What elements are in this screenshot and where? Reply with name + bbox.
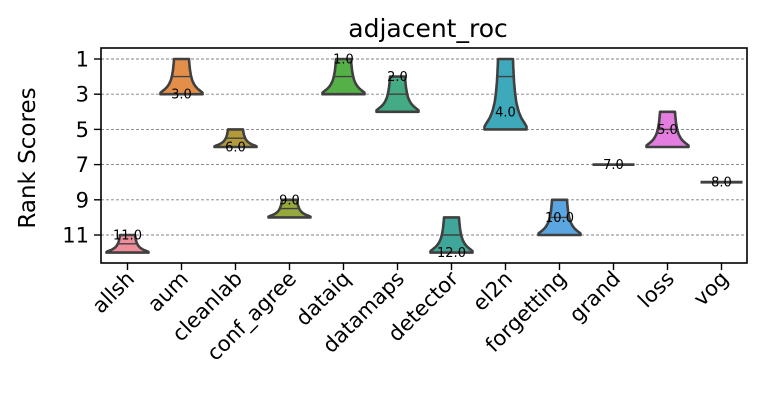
x-tick-label: grand <box>565 267 625 327</box>
chart-title: adjacent_roc <box>348 14 508 43</box>
x-tick-label: loss <box>633 267 679 313</box>
violin-el2n <box>483 57 528 131</box>
x-tick-label: vog <box>689 267 733 311</box>
data-label: 1.0 <box>333 53 354 68</box>
x-tick-label: aum <box>143 267 193 317</box>
data-label: 11.0 <box>113 229 142 244</box>
plot-area-frame <box>100 47 748 264</box>
gridlines <box>101 58 747 236</box>
data-label: 8.0 <box>711 176 732 191</box>
violins <box>105 57 743 254</box>
data-label: 9.0 <box>279 193 300 208</box>
data-label: 3.0 <box>171 88 192 103</box>
data-label: 7.0 <box>603 158 624 173</box>
y-axis-label: Rank Scores <box>15 87 41 228</box>
x-tick-label: allsh <box>88 267 139 318</box>
x-tick-label: el2n <box>468 267 517 316</box>
data-label: 6.0 <box>225 141 246 156</box>
y-tick-label: 1 <box>76 48 89 72</box>
y-tick-label: 7 <box>76 153 89 177</box>
x-axis-ticks: allsh aumcleanlabconf_agreedataiqdatamaps… <box>88 263 733 366</box>
y-tick-label: 9 <box>76 188 89 212</box>
data-label: 5.0 <box>657 123 678 138</box>
y-tick-label: 5 <box>76 118 89 142</box>
y-tick-label: 3 <box>76 83 89 107</box>
data-label: 2.0 <box>387 70 408 85</box>
data-label: 4.0 <box>495 105 516 120</box>
data-label: 10.0 <box>545 211 574 226</box>
y-tick-label: 11 <box>62 224 89 248</box>
data-labels: 11.0 3.0 6.0 9.0 1.0 2.0 12.0 4.0 10.0 7.0 5.0 8.0 <box>113 53 732 262</box>
y-axis-ticks: 1 3 5 7 9 11 <box>62 48 101 248</box>
data-label: 12.0 <box>437 246 466 261</box>
